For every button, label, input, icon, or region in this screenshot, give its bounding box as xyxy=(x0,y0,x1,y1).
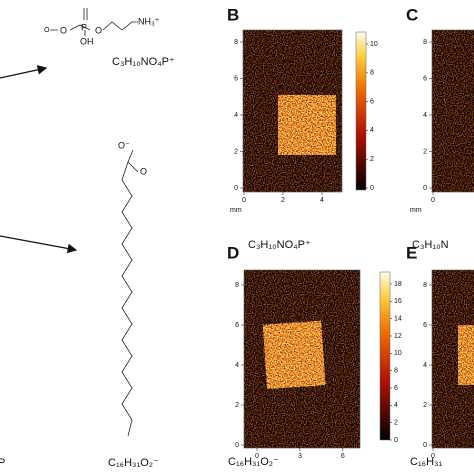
caption: C₃H₁₀N xyxy=(412,239,449,251)
x-tick-label: 0 xyxy=(242,197,246,204)
y-tick-label: 8 xyxy=(423,39,427,46)
colorbar-tick-label: 2 xyxy=(394,420,398,427)
x-tick-label: 0 xyxy=(431,197,435,204)
y-tick-label: 0 xyxy=(234,185,238,192)
plot-frame xyxy=(431,29,474,193)
colorbar-tick-label: 0 xyxy=(394,437,398,444)
y-tick-label: 6 xyxy=(423,75,427,82)
atom: O xyxy=(44,27,50,34)
arrow xyxy=(0,65,48,79)
colorbar-tick-label: 18 xyxy=(394,281,402,288)
y-tick-label: 8 xyxy=(234,39,238,46)
colorbar xyxy=(355,31,367,191)
structure-2 xyxy=(121,149,139,437)
panel-label: B xyxy=(227,5,239,24)
y-tick-label: 8 xyxy=(235,282,239,289)
y-tick-label: 4 xyxy=(235,362,239,369)
x-tick-label: 4 xyxy=(320,197,324,204)
y-tick-label: 6 xyxy=(235,322,239,329)
colorbar-tick-label: 10 xyxy=(394,350,402,357)
edge-label: P xyxy=(0,457,5,469)
atom: O⁻ xyxy=(118,140,130,150)
y-tick-label: 0 xyxy=(423,185,427,192)
unit-label: mm xyxy=(230,207,242,214)
atom: OH xyxy=(80,36,94,46)
heatmap-region-noise xyxy=(262,320,326,389)
atom: O xyxy=(60,25,67,35)
colorbar-tick-label: 6 xyxy=(370,98,374,105)
x-tick-label: 2 xyxy=(281,197,285,204)
panel-label: D xyxy=(227,243,239,262)
unit-label: mm xyxy=(410,207,422,214)
colorbar-tick-label: 14 xyxy=(394,315,402,322)
colorbar-tick-label: 10 xyxy=(370,41,378,48)
y-tick-label: 0 xyxy=(423,442,427,449)
y-tick-label: 4 xyxy=(423,362,427,369)
caption: C₁₆H₃₁ xyxy=(410,456,443,468)
plot-frame xyxy=(243,269,361,449)
plot-frame xyxy=(242,29,343,193)
atom: P xyxy=(81,22,87,32)
x-tick-label: 0 xyxy=(431,453,435,460)
colorbar-tick-label: 0 xyxy=(370,185,374,192)
y-tick-label: 6 xyxy=(234,75,238,82)
atom: O xyxy=(95,25,102,35)
panel-label: E xyxy=(406,243,417,262)
colorbar-tick-label: 8 xyxy=(370,70,374,77)
x-tick-label: 0 xyxy=(255,453,259,460)
structure-1 xyxy=(50,8,138,36)
colorbar-tick-label: 6 xyxy=(394,385,398,392)
heatmap-region-noise xyxy=(458,325,474,385)
atom: O xyxy=(140,166,147,176)
caption: C₃H₁₀NO₄P⁺ xyxy=(248,239,311,251)
x-tick-label: 3 xyxy=(298,453,302,460)
y-tick-label: 2 xyxy=(423,148,427,155)
colorbar-tick-label: 4 xyxy=(370,127,374,134)
y-tick-label: 8 xyxy=(423,282,427,289)
y-tick-label: 4 xyxy=(234,112,238,119)
colorbar-tick-label: 8 xyxy=(394,367,398,374)
x-tick-label: 6 xyxy=(341,453,345,460)
y-tick-label: 0 xyxy=(235,442,239,449)
heatmap-region-noise xyxy=(278,95,336,155)
plot-frame xyxy=(431,269,474,449)
colorbar-tick-label: 16 xyxy=(394,298,402,305)
y-tick-label: 2 xyxy=(423,402,427,409)
y-tick-label: 2 xyxy=(235,402,239,409)
formula: C₃H₁₀NO₄P⁺ xyxy=(112,56,175,68)
colorbar-tick-label: 12 xyxy=(394,333,402,340)
y-tick-label: 4 xyxy=(423,112,427,119)
y-tick-label: 2 xyxy=(234,148,238,155)
caption: C₁₆H₃₁O₂⁻ xyxy=(228,456,279,468)
arrow xyxy=(0,235,78,254)
atom: NH₃⁺ xyxy=(138,16,160,26)
y-tick-label: 6 xyxy=(423,322,427,329)
colorbar-tick-label: 4 xyxy=(394,402,398,409)
formula: C₁₆H₃₁O₂⁻ xyxy=(108,457,159,469)
heatmap-noise xyxy=(432,30,474,192)
colorbar xyxy=(379,271,391,441)
panel-label: C xyxy=(406,5,418,24)
colorbar-tick-label: 2 xyxy=(370,156,374,163)
